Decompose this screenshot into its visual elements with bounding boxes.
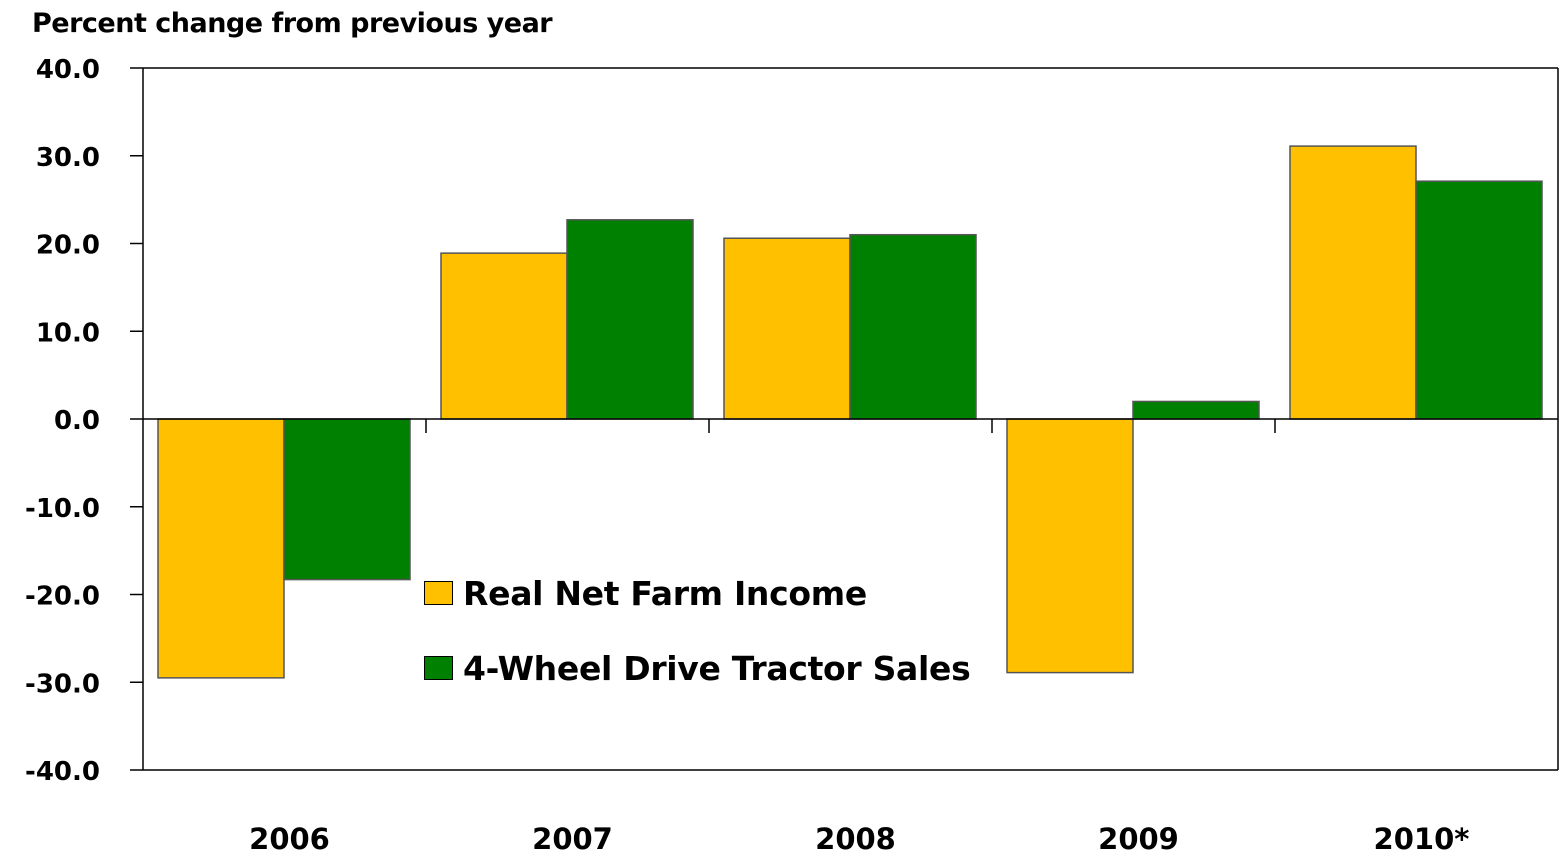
bar-farm-income-2010 <box>1289 145 1417 420</box>
x-tick-label: 2006 <box>249 822 330 856</box>
x-tick-label: 2010* <box>1374 822 1470 856</box>
bar-tractor-sales-2007 <box>566 219 694 420</box>
x-tick-label: 2008 <box>815 822 896 856</box>
bar-tractor-sales-2006 <box>283 418 411 581</box>
y-tick-label: 40.0 <box>36 55 100 85</box>
bar-tractor-sales-2008 <box>849 233 977 420</box>
x-tick-labels: 2006 2007 2008 2009 2010* <box>249 822 1469 856</box>
legend-label: 4-Wheel Drive Tractor Sales <box>463 648 971 688</box>
bar-farm-income-2008 <box>723 237 851 420</box>
x-tick-label: 2007 <box>532 822 613 856</box>
bar-farm-income-2009 <box>1006 418 1134 674</box>
y-tick-label: 10.0 <box>36 318 100 348</box>
x-tick-label: 2009 <box>1098 822 1179 856</box>
bar-tractor-sales-2009 <box>1132 400 1260 420</box>
y-tick-label: -30.0 <box>25 669 100 699</box>
y-tick-label: 0.0 <box>54 406 100 436</box>
legend-label: Real Net Farm Income <box>463 573 867 613</box>
legend-swatch-green <box>424 656 453 680</box>
axes-group <box>130 67 1559 771</box>
legend-item-tractor-sales: 4-Wheel Drive Tractor Sales <box>424 648 971 688</box>
y-tick-label: 30.0 <box>36 143 100 173</box>
bar-farm-income-2007 <box>440 252 568 420</box>
y-tick-labels: 40.0 30.0 20.0 10.0 0.0 -10.0 -20.0 -30.0 -40.0 <box>25 55 100 787</box>
legend-item-real-net-farm-income: Real Net Farm Income <box>424 573 970 613</box>
y-tick-label: -10.0 <box>25 494 100 524</box>
y-tick-label: -40.0 <box>25 757 100 787</box>
y-tick-label: 20.0 <box>36 231 100 261</box>
legend: Real Net Farm Income 4-Wheel Drive Tract… <box>424 573 971 724</box>
y-axis-title: Percent change from previous year <box>32 8 553 39</box>
bar-tractor-sales-2010 <box>1415 180 1543 420</box>
bar-farm-income-2006 <box>157 418 285 679</box>
bars-group <box>157 145 1543 679</box>
y-tick-label: -20.0 <box>25 582 100 612</box>
legend-swatch-yellow <box>424 581 453 605</box>
